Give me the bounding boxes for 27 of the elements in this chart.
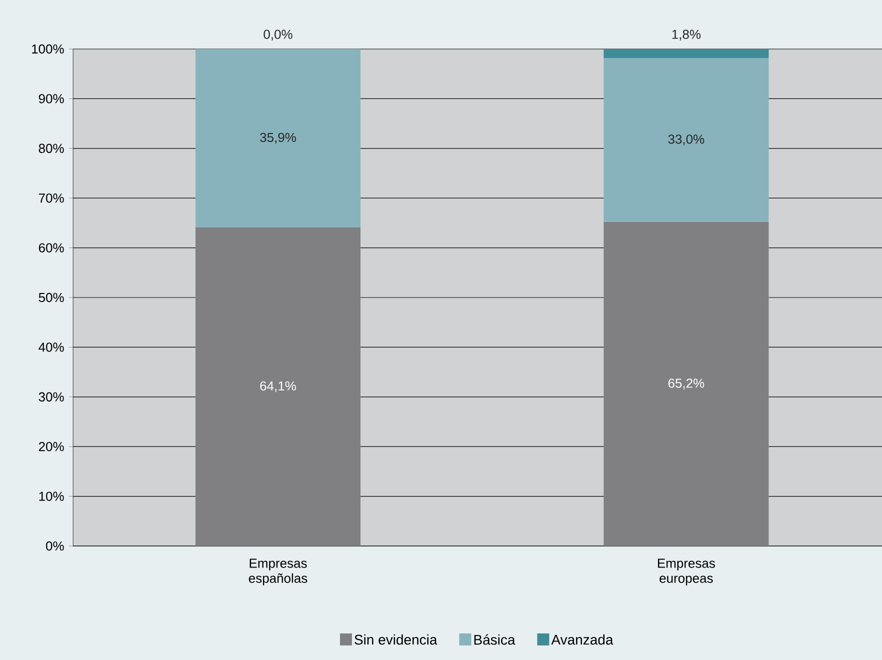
y-tick-label: 60%: [38, 243, 64, 252]
y-tick-label: 80%: [38, 144, 64, 153]
x-tick-label: Empresas españolas: [248, 558, 308, 586]
data-label: 1,8%: [672, 30, 701, 40]
bar: [604, 48, 769, 58]
x-tick-label: Empresas europeas: [658, 558, 715, 586]
bar: [604, 58, 769, 222]
legend-label: Básica: [474, 634, 516, 645]
data-label: 0,0%: [264, 30, 292, 40]
y-tick-label: 90%: [38, 94, 64, 104]
y-tick-label: 30%: [38, 392, 64, 402]
legend-label: Sin evidencia: [354, 634, 438, 645]
bar: [196, 227, 361, 546]
data-label: 64,1%: [260, 381, 296, 392]
y-tick-label: 0%: [46, 541, 64, 551]
legend-label: Avanzada: [551, 634, 614, 645]
y-tick-label: 50%: [38, 292, 64, 302]
y-tick-label: 70%: [38, 193, 64, 203]
bar: [196, 48, 361, 228]
bar: [604, 222, 769, 546]
y-tick-label: 100%: [32, 44, 64, 54]
data-label: 35,9%: [260, 132, 296, 144]
y-tick-label: 20%: [38, 442, 64, 452]
y-tick-label: 40%: [38, 342, 64, 352]
data-label: 65,2%: [668, 378, 704, 390]
data-label: 33,0%: [668, 134, 704, 146]
y-tick-label: 10%: [39, 492, 64, 501]
